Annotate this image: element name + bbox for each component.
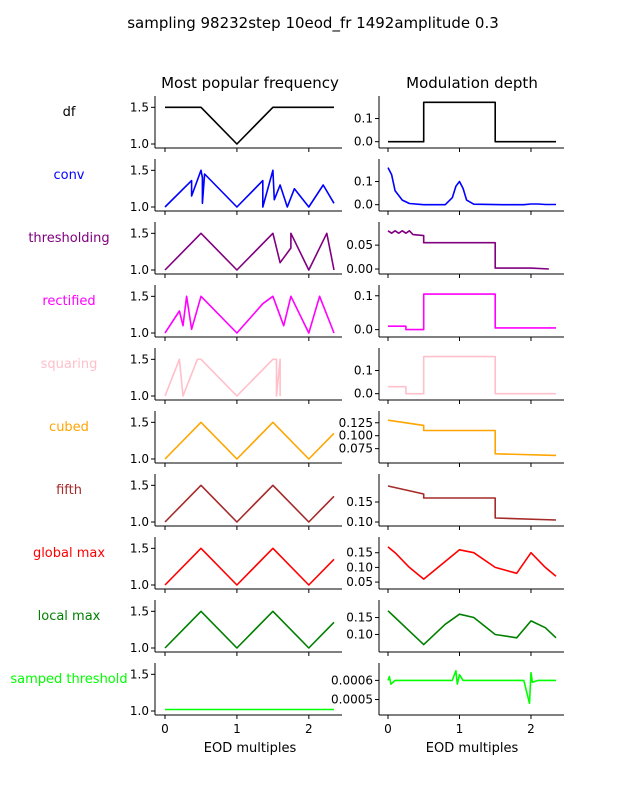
y-tick-label: 0.0005: [331, 693, 373, 707]
series-line-local-max-mod: [387, 610, 557, 646]
series-line-thresholding-freq: [164, 232, 335, 271]
y-tick-label: 0.075: [339, 442, 373, 456]
x-tick-label: 0: [384, 722, 392, 736]
y-tick-label: 0.100: [339, 429, 373, 443]
series-line-conv-freq: [164, 169, 335, 208]
x-tick-label: 1: [233, 722, 241, 736]
y-tick-label: 1.5: [130, 604, 149, 618]
series-line-global-max-mod: [387, 546, 557, 580]
row-label-samped-threshold: samped threshold: [10, 672, 127, 687]
x-axis-label-frequency: EOD multiples: [204, 741, 297, 756]
row-label-fifth: fifth: [56, 483, 82, 498]
y-tick-label: 1.5: [130, 667, 149, 681]
y-tick-label: 0.10: [346, 627, 373, 641]
row-label-squaring: squaring: [41, 357, 98, 372]
y-tick-label: 1.5: [130, 478, 149, 492]
x-tick-label: 1: [456, 722, 464, 736]
y-tick-label: 0.15: [346, 546, 373, 560]
y-tick-label: 1.0: [130, 452, 149, 466]
y-tick-label: 0.125: [339, 416, 373, 430]
y-tick-label: 1.0: [130, 704, 149, 718]
y-tick-label: 0.0: [354, 198, 373, 212]
row-label-global-max: global max: [33, 546, 105, 561]
y-tick-label: 1.0: [130, 578, 149, 592]
series-line-fifth-mod: [387, 485, 557, 521]
y-tick-label: 0.0006: [331, 673, 373, 687]
row-label-df: df: [63, 105, 76, 120]
series-line-local-max-freq: [164, 610, 335, 649]
series-line-conv-mod: [387, 167, 556, 206]
series-line-rectified-freq: [164, 295, 335, 334]
y-tick-label: 0.0: [354, 135, 373, 149]
y-tick-label: 1.5: [130, 352, 149, 366]
series-line-squaring-freq: [164, 358, 281, 397]
series-line-cubed-freq: [164, 421, 335, 460]
figure-title: sampling 98232step 10eod_fr 1492amplitud…: [127, 14, 499, 33]
series-line-fifth-freq: [164, 484, 335, 523]
y-tick-label: 1.0: [130, 389, 149, 403]
column-title-frequency: Most popular frequency: [161, 74, 339, 92]
y-tick-label: 1.0: [130, 137, 149, 151]
y-tick-label: 1.5: [130, 289, 149, 303]
y-tick-label: 0.10: [346, 515, 373, 529]
y-tick-label: 1.0: [130, 515, 149, 529]
series-line-global-max-freq: [164, 547, 335, 586]
series-line-df-mod: [388, 101, 556, 143]
y-tick-label: 0.00: [346, 262, 373, 276]
x-axis-label-modulation: EOD multiples: [426, 741, 519, 756]
y-tick-label: 1.5: [130, 415, 149, 429]
y-tick-label: 0.0: [354, 323, 373, 337]
y-tick-label: 1.5: [130, 163, 149, 177]
row-label-rectified: rectified: [42, 294, 95, 309]
y-tick-label: 0.1: [354, 364, 373, 378]
y-tick-label: 0.0: [354, 387, 373, 401]
column-title-modulation: Modulation depth: [406, 74, 538, 92]
y-tick-label: 1.5: [130, 541, 149, 555]
row-label-local-max: local max: [38, 609, 101, 624]
y-tick-label: 0.10: [346, 560, 373, 574]
series-line-df-freq: [165, 106, 334, 145]
y-tick-label: 0.15: [346, 495, 373, 509]
series-line-rectified-mod: [388, 293, 556, 331]
y-tick-label: 0.1: [354, 175, 373, 189]
row-label-conv: conv: [53, 168, 84, 183]
y-tick-label: 1.5: [130, 100, 149, 114]
y-tick-label: 0.05: [346, 238, 373, 252]
y-tick-label: 1.0: [130, 200, 149, 214]
y-tick-label: 1.5: [130, 226, 149, 240]
series-line-squaring-mod: [388, 355, 556, 395]
y-tick-label: 0.15: [346, 611, 373, 625]
series-line-thresholding-mod: [387, 230, 549, 270]
series-line-samped-threshold-mod: [387, 669, 556, 705]
y-tick-label: 1.0: [130, 263, 149, 277]
y-tick-label: 0.1: [354, 289, 373, 303]
x-tick-label: 2: [305, 722, 313, 736]
x-tick-label: 0: [161, 722, 169, 736]
y-tick-label: 1.0: [130, 326, 149, 340]
x-tick-label: 2: [527, 722, 535, 736]
row-label-cubed: cubed: [49, 420, 89, 435]
series-line-cubed-mod: [387, 419, 557, 457]
y-tick-label: 0.1: [354, 112, 373, 126]
row-label-thresholding: thresholding: [28, 231, 109, 246]
y-tick-label: 0.05: [346, 575, 373, 589]
y-tick-label: 1.0: [130, 641, 149, 655]
